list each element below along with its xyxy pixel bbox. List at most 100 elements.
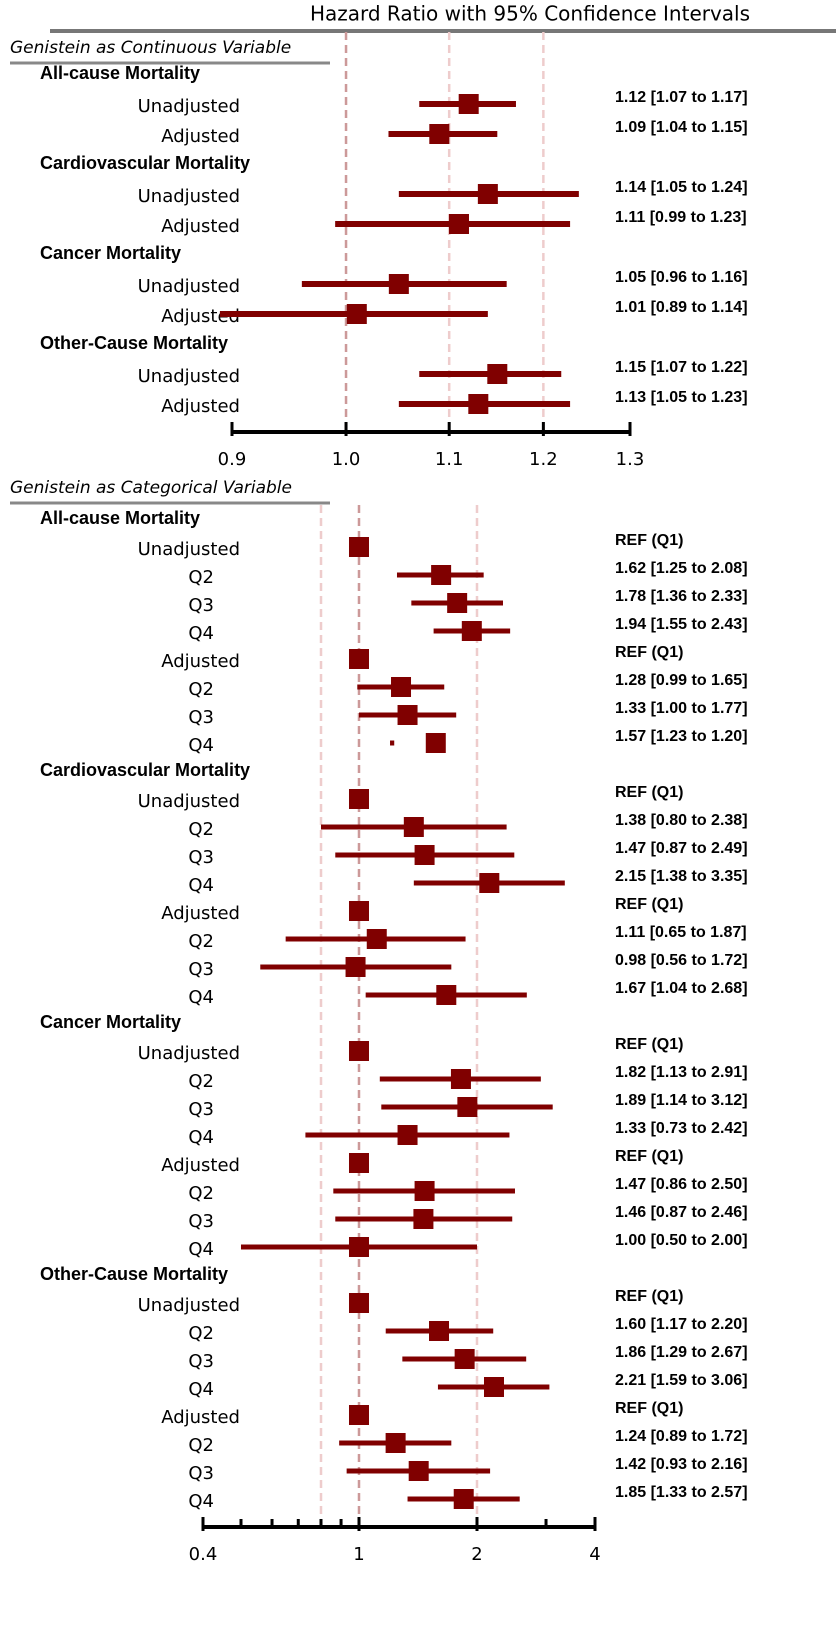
row-label: Q2 xyxy=(188,1323,214,1344)
value-label: 1.60 [1.17 to 2.20] xyxy=(615,1316,748,1333)
point-estimate xyxy=(403,817,424,837)
x-tick-label: 1.1 xyxy=(435,449,464,470)
value-label: 1.78 [1.36 to 2.33] xyxy=(615,588,748,605)
point-estimate xyxy=(414,1181,435,1201)
point-estimate xyxy=(429,124,450,144)
row-label: Q4 xyxy=(188,623,214,644)
x-tick-label: 1.2 xyxy=(529,449,558,470)
row-label: Adjusted xyxy=(161,126,240,147)
value-label: 1.62 [1.25 to 2.08] xyxy=(615,560,748,577)
point-estimate xyxy=(346,304,367,324)
value-label: 1.42 [0.93 to 2.16] xyxy=(615,1456,748,1473)
point-estimate xyxy=(413,1209,434,1229)
group-heading: Other-Cause Mortality xyxy=(40,333,228,353)
row-label: Q3 xyxy=(188,707,214,728)
x-tick-label: 1 xyxy=(353,1544,364,1565)
point-estimate xyxy=(436,985,457,1005)
point-estimate xyxy=(348,1041,369,1061)
value-label: 1.14 [1.05 to 1.24] xyxy=(615,179,748,196)
value-label: 1.47 [0.86 to 2.50] xyxy=(615,1176,748,1193)
x-tick-label: 1.3 xyxy=(616,449,645,470)
row-label: Unadjusted xyxy=(138,366,240,387)
value-label: REF (Q1) xyxy=(615,644,683,661)
group-heading: Cardiovascular Mortality xyxy=(40,760,250,780)
value-label: 1.57 [1.23 to 1.20] xyxy=(615,728,748,745)
point-estimate xyxy=(457,1097,478,1117)
group-heading: Cancer Mortality xyxy=(40,243,181,263)
row-label: Q2 xyxy=(188,1435,214,1456)
point-estimate xyxy=(431,565,452,585)
value-label: REF (Q1) xyxy=(615,1400,683,1417)
row-label: Q2 xyxy=(188,931,214,952)
value-label: 1.82 [1.13 to 2.91] xyxy=(615,1064,748,1081)
row-label: Adjusted xyxy=(161,216,240,237)
point-estimate xyxy=(477,184,498,204)
row-label: Q2 xyxy=(188,567,214,588)
row-label: Unadjusted xyxy=(138,791,240,812)
row-label: Q4 xyxy=(188,1239,214,1260)
row-label: Q2 xyxy=(188,1071,214,1092)
point-estimate xyxy=(458,94,479,114)
x-tick-label: 0.4 xyxy=(189,1544,218,1565)
point-estimate xyxy=(391,677,412,697)
value-label: 1.05 [0.96 to 1.16] xyxy=(615,269,748,286)
value-label: REF (Q1) xyxy=(615,1148,683,1165)
row-label: Unadjusted xyxy=(138,1043,240,1064)
x-tick-label: 0.9 xyxy=(218,449,247,470)
value-label: 1.11 [0.99 to 1.23] xyxy=(615,209,747,226)
point-estimate xyxy=(453,1489,474,1509)
value-label: 1.11 [0.65 to 1.87] xyxy=(615,924,747,941)
group-heading: Other-Cause Mortality xyxy=(40,1264,228,1284)
point-estimate xyxy=(429,1321,450,1341)
row-label: Unadjusted xyxy=(138,539,240,560)
group-heading: All-cause Mortality xyxy=(40,63,200,83)
point-estimate xyxy=(348,1293,369,1313)
row-label: Unadjusted xyxy=(138,276,240,297)
value-label: 1.94 [1.55 to 2.43] xyxy=(615,616,748,633)
value-label: 1.24 [0.89 to 1.72] xyxy=(615,1428,748,1445)
point-estimate xyxy=(348,649,369,669)
point-estimate xyxy=(388,274,409,294)
point-estimate xyxy=(345,957,366,977)
value-label: 1.28 [0.99 to 1.65] xyxy=(615,672,748,689)
row-label: Q4 xyxy=(188,875,214,896)
point-estimate xyxy=(454,1349,475,1369)
point-estimate xyxy=(397,1125,418,1145)
chart-title: Hazard Ratio with 95% Confidence Interva… xyxy=(310,2,750,26)
value-label: 1.67 [1.04 to 2.68] xyxy=(615,980,748,997)
row-label: Q3 xyxy=(188,1351,214,1372)
row-label: Q3 xyxy=(188,595,214,616)
row-label: Unadjusted xyxy=(138,1295,240,1316)
value-label: 1.00 [0.50 to 2.00] xyxy=(615,1232,748,1249)
row-label: Q4 xyxy=(188,1491,214,1512)
value-label: 1.09 [1.04 to 1.15] xyxy=(615,119,748,136)
row-label: Q3 xyxy=(188,1211,214,1232)
row-label: Q2 xyxy=(188,819,214,840)
row-label: Adjusted xyxy=(161,1155,240,1176)
value-label: 1.47 [0.87 to 2.49] xyxy=(615,840,748,857)
point-estimate xyxy=(366,929,387,949)
row-label: Adjusted xyxy=(161,903,240,924)
point-estimate xyxy=(348,1405,369,1425)
value-label: 1.12 [1.07 to 1.17] xyxy=(615,89,748,106)
point-estimate xyxy=(461,621,482,641)
row-label: Q3 xyxy=(188,959,214,980)
row-label: Q4 xyxy=(188,1127,214,1148)
row-label: Q4 xyxy=(188,735,214,756)
value-label: 1.33 [0.73 to 2.42] xyxy=(615,1120,748,1137)
group-heading: Cardiovascular Mortality xyxy=(40,153,250,173)
value-label: 1.15 [1.07 to 1.22] xyxy=(615,359,748,376)
panel-title: Genistein as Categorical Variable xyxy=(10,478,292,498)
point-estimate xyxy=(348,789,369,809)
row-label: Adjusted xyxy=(161,651,240,672)
point-estimate xyxy=(385,1433,406,1453)
row-label: Q3 xyxy=(188,1099,214,1120)
point-estimate xyxy=(483,1377,504,1397)
value-label: REF (Q1) xyxy=(615,784,683,801)
x-tick-label: 2 xyxy=(471,1544,482,1565)
x-tick-label: 1.0 xyxy=(332,449,361,470)
point-estimate xyxy=(450,1069,471,1089)
value-label: 1.46 [0.87 to 2.46] xyxy=(615,1204,748,1221)
value-label: 1.38 [0.80 to 2.38] xyxy=(615,812,748,829)
